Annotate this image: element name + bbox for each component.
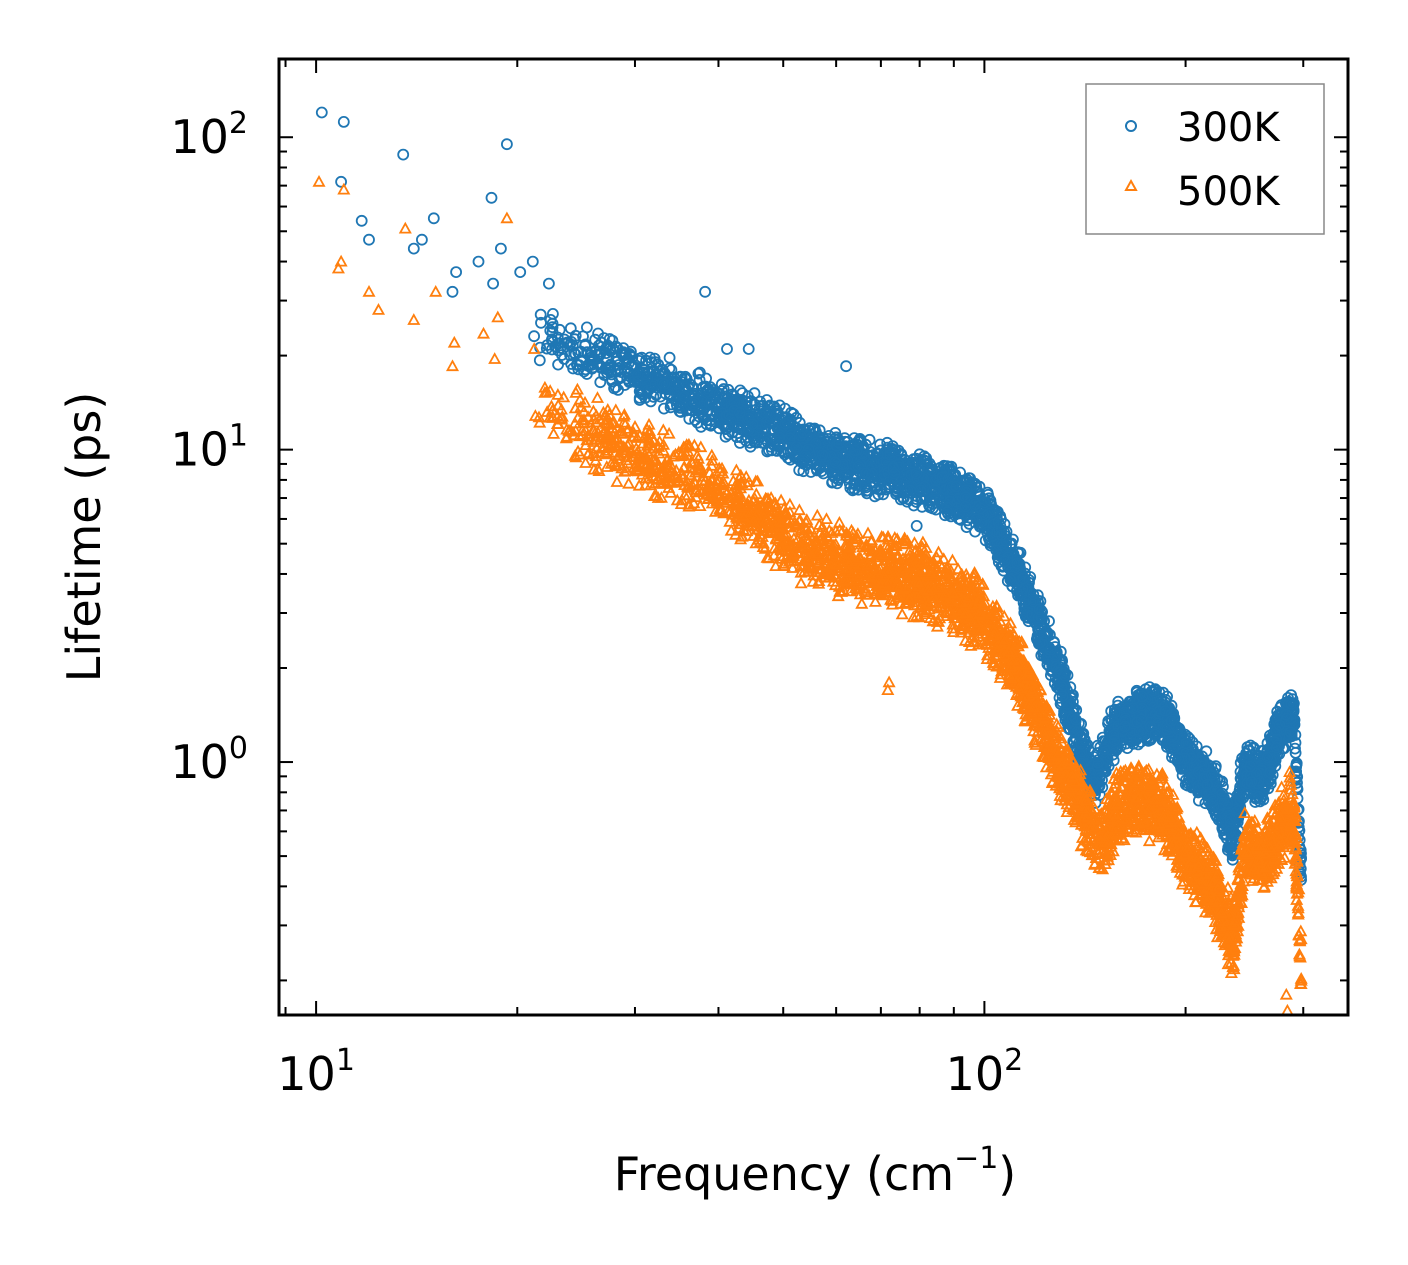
point-300K-2373	[628, 375, 640, 388]
point-300K-285	[533, 354, 546, 367]
point-300K-2	[335, 175, 348, 188]
point-300K-2240	[877, 488, 889, 501]
point-300K-1722	[1290, 765, 1302, 778]
point-300K-10	[446, 285, 459, 298]
point-300K-2027	[848, 477, 860, 490]
point-300K-1823	[534, 308, 547, 321]
point-300K-5	[363, 233, 375, 246]
point-300K-2118	[761, 445, 774, 458]
point-300K-21	[742, 343, 755, 355]
point-300K-20	[721, 343, 733, 355]
point-300K-1916	[554, 341, 567, 354]
point-300K-1973	[693, 373, 706, 386]
point-300K-2406	[702, 383, 715, 395]
point-300K-12	[485, 191, 498, 204]
point-300K-13	[494, 242, 507, 255]
point-300K-1	[337, 116, 350, 128]
point-300K-8	[427, 212, 440, 225]
point-300K-2213	[609, 381, 622, 394]
point-300K-1675	[552, 344, 565, 357]
point-300K-15	[487, 277, 500, 290]
point-300K-11	[472, 255, 485, 268]
point-300K-4	[355, 214, 368, 227]
point-300K-2371	[1125, 696, 1137, 708]
point-300K-7	[415, 233, 428, 246]
point-300K-22	[840, 360, 852, 373]
point-300K-1732	[612, 383, 624, 396]
series-300K	[315, 106, 1307, 886]
point-300K-2014	[572, 363, 585, 376]
point-300K-1840	[694, 366, 706, 379]
point-300K-2028	[565, 335, 578, 348]
point-300K-14	[500, 138, 513, 151]
point-300K-9	[450, 266, 463, 279]
point-300K-18	[543, 277, 555, 290]
point-300K-17	[526, 255, 539, 268]
point-300K-0	[315, 106, 328, 119]
point-300K-3	[397, 148, 410, 161]
point-300K-16	[514, 266, 527, 279]
point-300K-6	[407, 242, 420, 255]
point-300K-19	[699, 285, 711, 298]
point-300K-23	[910, 520, 923, 532]
